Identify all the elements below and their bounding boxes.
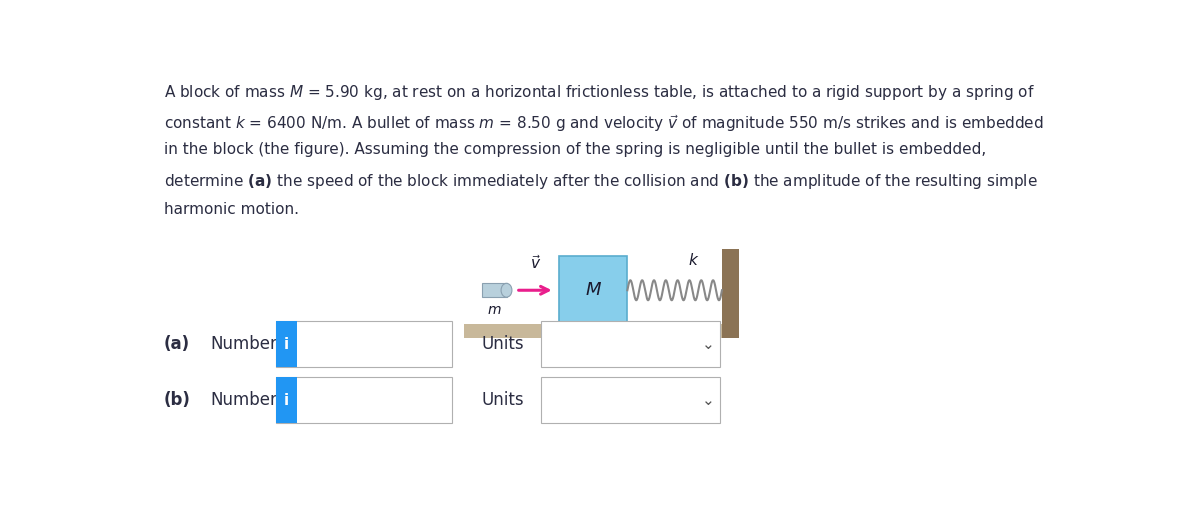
- Text: ⌄: ⌄: [702, 393, 714, 408]
- Text: Units: Units: [481, 391, 524, 409]
- FancyArrowPatch shape: [518, 286, 548, 294]
- Text: Number: Number: [210, 391, 277, 409]
- Text: $M$: $M$: [584, 281, 602, 299]
- Bar: [722, 249, 739, 338]
- Text: $m$: $m$: [487, 303, 502, 317]
- Bar: [464, 324, 724, 338]
- Text: harmonic motion.: harmonic motion.: [164, 202, 299, 216]
- Bar: [481, 283, 506, 297]
- Text: i: i: [284, 337, 289, 351]
- Text: Units: Units: [481, 335, 524, 353]
- Text: in the block (the figure). Assuming the compression of the spring is negligible : in the block (the figure). Assuming the …: [164, 143, 986, 157]
- Bar: [541, 321, 720, 367]
- Text: i: i: [284, 393, 289, 408]
- Text: A block of mass $M$ = 5.90 kg, at rest on a horizontal frictionless table, is at: A block of mass $M$ = 5.90 kg, at rest o…: [164, 83, 1034, 102]
- Text: Number: Number: [210, 335, 277, 353]
- Text: ⌄: ⌄: [702, 337, 714, 351]
- Ellipse shape: [502, 283, 512, 297]
- Bar: [276, 321, 452, 367]
- Bar: [276, 377, 452, 423]
- Text: $k$: $k$: [689, 252, 700, 268]
- Bar: [276, 377, 298, 423]
- Text: (b): (b): [164, 391, 191, 409]
- Bar: [559, 256, 628, 324]
- Text: $\vec{v}$: $\vec{v}$: [529, 254, 541, 272]
- Bar: [541, 377, 720, 423]
- Text: constant $k$ = 6400 N/m. A bullet of mass $m$ = 8.50 g and velocity $\vec{v}$ of: constant $k$ = 6400 N/m. A bullet of mas…: [164, 113, 1044, 134]
- Bar: [276, 321, 298, 367]
- Text: determine $\mathbf{(a)}$ the speed of the block immediately after the collision : determine $\mathbf{(a)}$ the speed of th…: [164, 172, 1038, 191]
- Text: (a): (a): [164, 335, 190, 353]
